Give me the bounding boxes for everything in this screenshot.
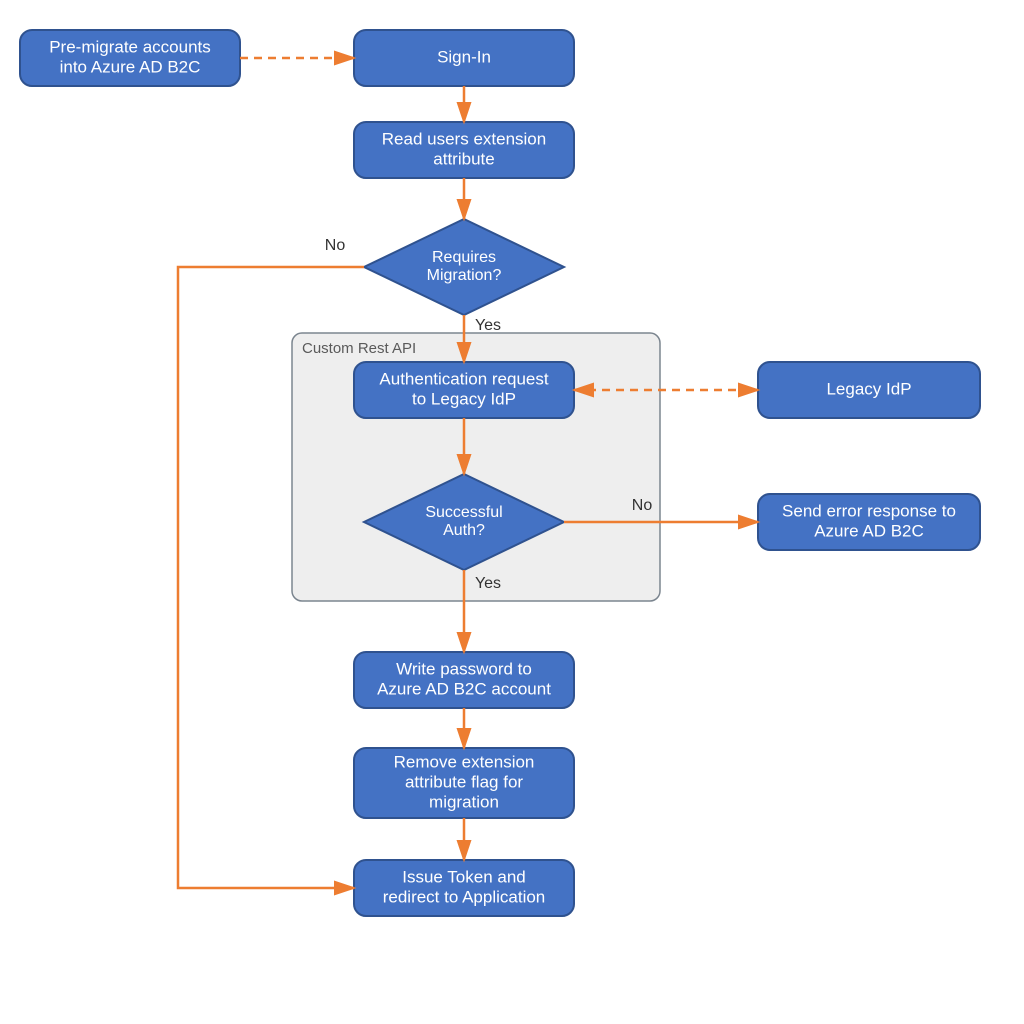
node-issuetoken-text-1: redirect to Application: [383, 887, 546, 906]
node-senderror-text-1: Azure AD B2C: [814, 521, 924, 540]
node-authreq-text-0: Authentication request: [379, 369, 548, 388]
node-removeattr-text-1: attribute flag for: [405, 772, 523, 791]
edge-label-yes1: Yes: [475, 317, 501, 334]
node-writepw-text-0: Write password to: [396, 659, 532, 678]
node-premigrate-text-1: into Azure AD B2C: [60, 57, 201, 76]
edge-label-no2: No: [632, 497, 653, 514]
node-readattr-text-0: Read users extension: [382, 129, 546, 148]
decision-reqmig-text-0: Requires: [432, 249, 496, 266]
node-removeattr-text-0: Remove extension: [394, 752, 535, 771]
edge-label-no1: No: [325, 237, 346, 254]
node-signin-text-0: Sign-In: [437, 47, 491, 66]
node-writepw-text-1: Azure AD B2C account: [377, 679, 551, 698]
group-label: Custom Rest API: [302, 340, 416, 357]
decision-success-text-0: Successful: [425, 504, 502, 521]
node-senderror-text-0: Send error response to: [782, 501, 956, 520]
edge-label-yes2: Yes: [475, 575, 501, 592]
decision-success-text-1: Auth?: [443, 522, 485, 539]
node-readattr-text-1: attribute: [433, 149, 494, 168]
node-legacyidp-text-0: Legacy IdP: [826, 379, 911, 398]
node-removeattr-text-2: migration: [429, 792, 499, 811]
node-issuetoken-text-0: Issue Token and: [402, 867, 526, 886]
decision-reqmig-text-1: Migration?: [427, 267, 502, 284]
node-premigrate-text-0: Pre-migrate accounts: [49, 37, 211, 56]
node-authreq-text-1: to Legacy IdP: [412, 389, 516, 408]
